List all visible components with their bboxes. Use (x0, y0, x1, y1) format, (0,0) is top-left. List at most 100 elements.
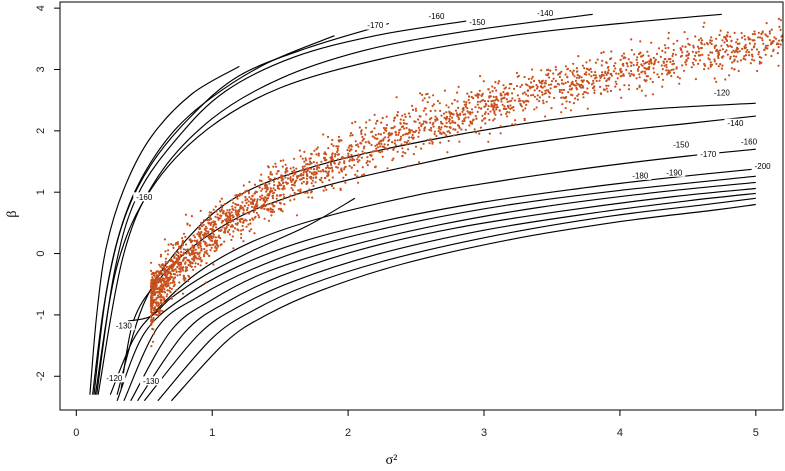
scatter-point (361, 135, 364, 138)
scatter-point (717, 56, 720, 60)
scatter-point (196, 244, 199, 247)
scatter-point (598, 74, 601, 77)
scatter-point (381, 150, 384, 153)
scatter-point (323, 186, 327, 189)
scatter-point (642, 54, 645, 57)
contour-label: -150 (673, 141, 690, 150)
scatter-point (624, 56, 627, 59)
scatter-point (163, 273, 166, 276)
scatter-point (572, 102, 576, 105)
scatter-point (458, 126, 461, 129)
scatter-point (353, 158, 356, 161)
scatter-point (202, 234, 205, 237)
scatter-point (250, 205, 254, 208)
scatter-point (159, 255, 163, 258)
scatter-point (696, 45, 700, 48)
scatter-point (530, 94, 533, 97)
scatter-point (188, 275, 191, 278)
scatter-point (622, 52, 626, 55)
scatter-point (429, 109, 432, 113)
scatter-point (508, 87, 511, 90)
scatter-point (158, 273, 161, 277)
scatter-point (615, 82, 618, 86)
scatter-point (469, 120, 472, 123)
scatter-point (304, 191, 307, 194)
scatter-point (157, 287, 160, 290)
scatter-point (535, 106, 538, 109)
scatter-point (297, 189, 300, 192)
scatter-point (386, 143, 390, 146)
scatter-point (327, 172, 330, 175)
scatter-point (172, 269, 175, 272)
scatter-point (490, 104, 493, 107)
scatter-point (514, 119, 517, 122)
scatter-point (185, 256, 188, 259)
scatter-point (370, 143, 373, 147)
scatter-point (623, 84, 626, 87)
scatter-point (670, 74, 673, 78)
scatter-point (188, 259, 191, 262)
scatter-point (439, 141, 442, 144)
scatter-point (187, 250, 190, 254)
scatter-point (178, 245, 181, 248)
scatter-point (170, 287, 173, 290)
scatter-point (694, 35, 697, 38)
scatter-point (161, 310, 164, 313)
contour-line-7 (157, 197, 756, 402)
scatter-point (761, 37, 764, 40)
scatter-point (667, 46, 670, 50)
scatter-point (241, 201, 244, 204)
scatter-point (622, 62, 625, 65)
scatter-point (588, 59, 592, 62)
scatter-point (768, 39, 772, 42)
scatter-point (724, 36, 727, 39)
scatter-point (650, 62, 653, 65)
scatter-point (152, 283, 155, 286)
scatter-point (669, 57, 672, 61)
scatter-point (761, 31, 764, 34)
x-tick-label: 5 (753, 427, 759, 439)
scatter-point (304, 159, 308, 162)
scatter-point (665, 63, 668, 66)
scatter-point (334, 153, 337, 156)
scatter-point (364, 141, 367, 144)
scatter-point (169, 259, 172, 262)
scatter-point (424, 120, 427, 123)
scatter-point (410, 104, 414, 107)
scatter-point (295, 179, 298, 182)
scatter-point (619, 69, 622, 72)
contour-line-3 (123, 175, 756, 402)
scatter-point (417, 135, 420, 138)
scatter-point (736, 60, 739, 63)
scatter-point (727, 45, 730, 48)
scatter-point (282, 185, 285, 188)
scatter-point (720, 67, 724, 70)
scatter-point (495, 108, 498, 111)
scatter-point (569, 93, 573, 96)
scatter-point (699, 59, 702, 62)
scatter-point (751, 58, 754, 61)
scatter-point (433, 133, 436, 136)
scatter-point (568, 100, 571, 104)
scatter-point (158, 263, 161, 266)
scatter-point (155, 304, 158, 307)
scatter-point (434, 109, 437, 112)
scatter-point (578, 76, 581, 79)
contour-label: -150 (469, 18, 486, 27)
contour-label-bg (724, 118, 747, 128)
scatter-point (687, 52, 691, 55)
scatter-point (371, 135, 374, 138)
scatter-point (242, 211, 245, 215)
scatter-point (638, 73, 641, 76)
contour-label: -120 (714, 89, 731, 98)
scatter-point (397, 131, 401, 134)
scatter-point (621, 54, 624, 58)
scatter-point (339, 139, 342, 142)
scatter-point (200, 222, 203, 225)
x-tick-label: 3 (481, 427, 487, 439)
scatter-point (208, 234, 211, 237)
scatter-point (452, 128, 455, 131)
scatter-point (339, 188, 342, 192)
scatter-point (286, 170, 289, 173)
scatter-point (344, 173, 347, 176)
